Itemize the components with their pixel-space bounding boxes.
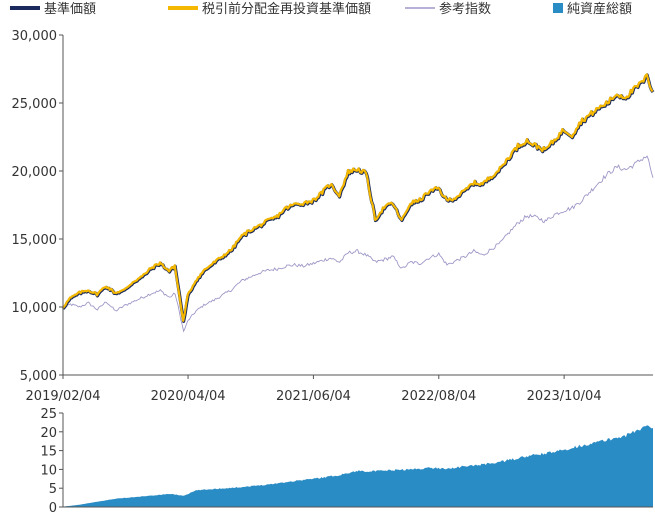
y-tick-label: 5,000 <box>20 369 57 384</box>
legend-label: 税引前分配金再投資基準価額 <box>202 1 371 17</box>
x-tick-label: 2023/10/04 <box>527 389 602 404</box>
legend-item: 純資産総額 <box>553 1 632 17</box>
series-line-reinvested-nav <box>61 73 654 322</box>
main-series-group <box>61 73 655 333</box>
sub-axes: 25 20 15 10 5 0 <box>40 407 653 512</box>
sub-series-group <box>63 425 653 507</box>
x-tick-label: 2019/02/04 <box>26 389 101 404</box>
sub-y-tick-label: 10 <box>40 463 57 478</box>
y-tick-label: 20,000 <box>12 165 58 180</box>
sub-y-tick-label: 15 <box>40 445 57 460</box>
x-tick-label: 2022/08/04 <box>401 389 476 404</box>
sub-y-tick-label: 25 <box>40 407 57 422</box>
series-line-nav <box>61 73 655 323</box>
series-line-reference-index <box>63 155 654 333</box>
net-assets-chart: 25 20 15 10 5 0 <box>40 407 653 512</box>
x-tick-label: 2020/04/04 <box>151 389 226 404</box>
legend-label: 参考指数 <box>439 1 491 17</box>
y-tick-label: 10,000 <box>12 301 58 316</box>
legend-item: 参考指数 <box>405 1 491 17</box>
legend-item: 税引前分配金再投資基準価額 <box>168 1 371 17</box>
y-tick-label: 30,000 <box>12 29 58 44</box>
x-tick-label: 2021/06/04 <box>276 389 351 404</box>
main-axes: 30,000 25,000 20,000 15,000 10,000 5,000 2019/… <box>12 29 653 404</box>
legend-label: 基準価額 <box>44 1 96 17</box>
sub-y-tick-label: 5 <box>49 482 57 497</box>
legend-label: 純資産総額 <box>567 1 632 17</box>
sub-y-tick-label: 0 <box>49 501 57 512</box>
legend-swatch <box>553 3 563 13</box>
legend: 基準価額 税引前分配金再投資基準価額 参考指数 純資産総額 <box>10 1 632 17</box>
y-tick-label: 15,000 <box>12 233 58 248</box>
sub-y-tick-label: 20 <box>40 426 57 441</box>
legend-item: 基準価額 <box>10 1 96 17</box>
main-price-chart: 30,000 25,000 20,000 15,000 10,000 5,000 2019/… <box>12 29 655 404</box>
y-tick-label: 25,000 <box>12 97 58 112</box>
series-area-net-assets <box>63 425 653 507</box>
